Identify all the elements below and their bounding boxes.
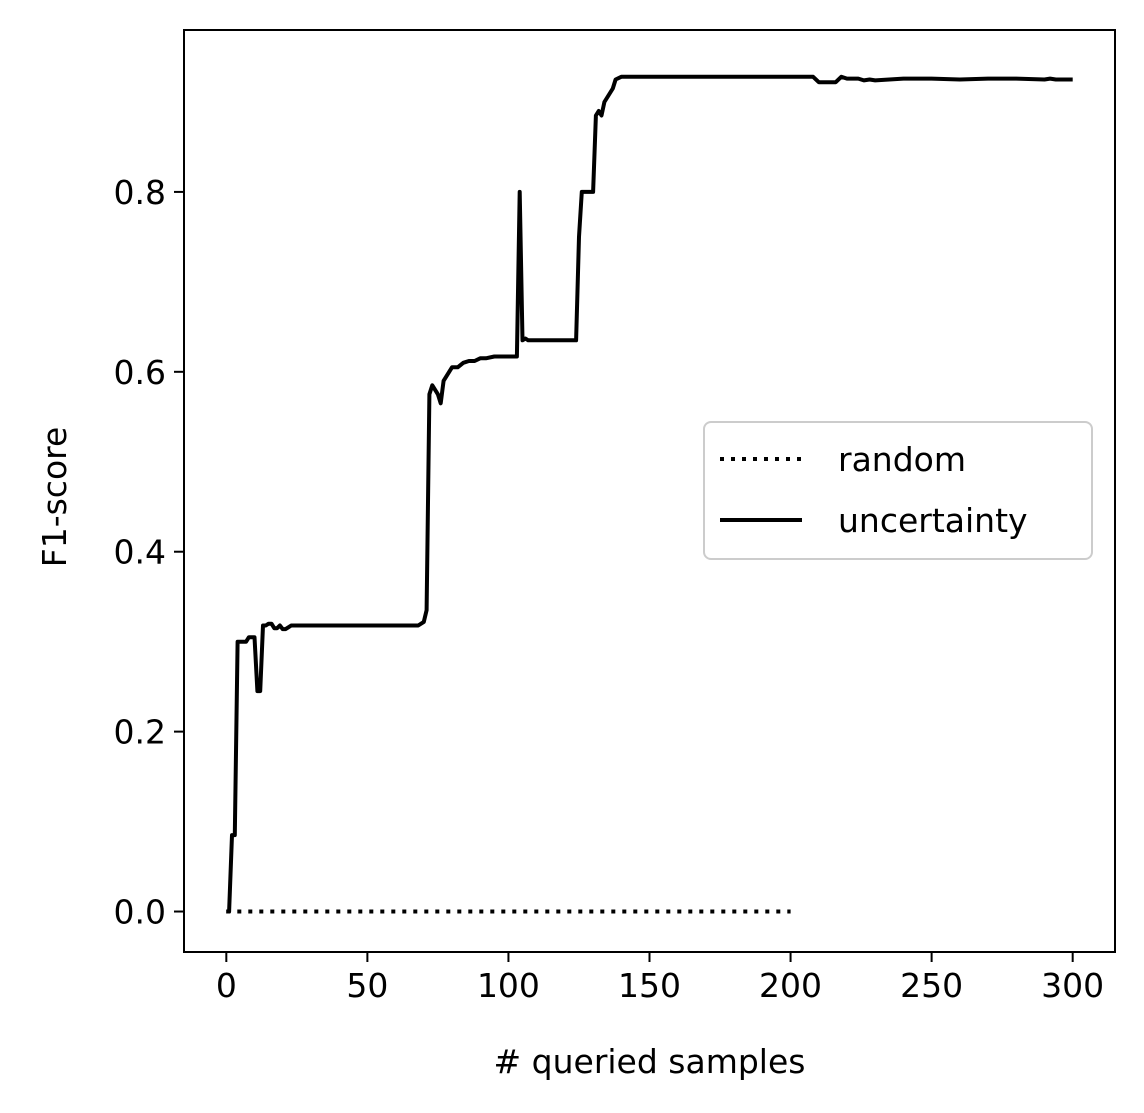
y-tick-label: 0.0	[114, 893, 166, 932]
legend-box	[703, 421, 1093, 560]
y-axis-ticks: 0.0 0.2 0.4 0.6 0.8	[114, 173, 184, 932]
x-tick-label: 150	[618, 966, 681, 1005]
series-line-uncertainty	[226, 74, 1073, 914]
x-axis-ticks: 0 50 100 150 200 250 300	[216, 952, 1104, 1005]
x-axis-title: # queried samples	[494, 1042, 806, 1081]
x-tick-label: 50	[346, 966, 388, 1005]
x-tick-label: 200	[759, 966, 822, 1005]
y-tick-label: 0.4	[114, 533, 166, 572]
x-tick-label: 100	[477, 966, 540, 1005]
plot-layer	[226, 74, 1073, 914]
x-tick-label: 0	[216, 966, 237, 1005]
y-tick-label: 0.8	[114, 173, 166, 212]
x-tick-label: 300	[1041, 966, 1104, 1005]
legend-random-label: random	[838, 440, 966, 479]
x-tick-label: 250	[900, 966, 963, 1005]
legend: random uncertainty	[703, 421, 1093, 560]
legend-uncertainty-label: uncertainty	[838, 501, 1028, 540]
y-tick-label: 0.2	[114, 713, 166, 752]
y-axis-title: F1-score	[35, 427, 74, 568]
y-tick-label: 0.6	[114, 353, 166, 392]
